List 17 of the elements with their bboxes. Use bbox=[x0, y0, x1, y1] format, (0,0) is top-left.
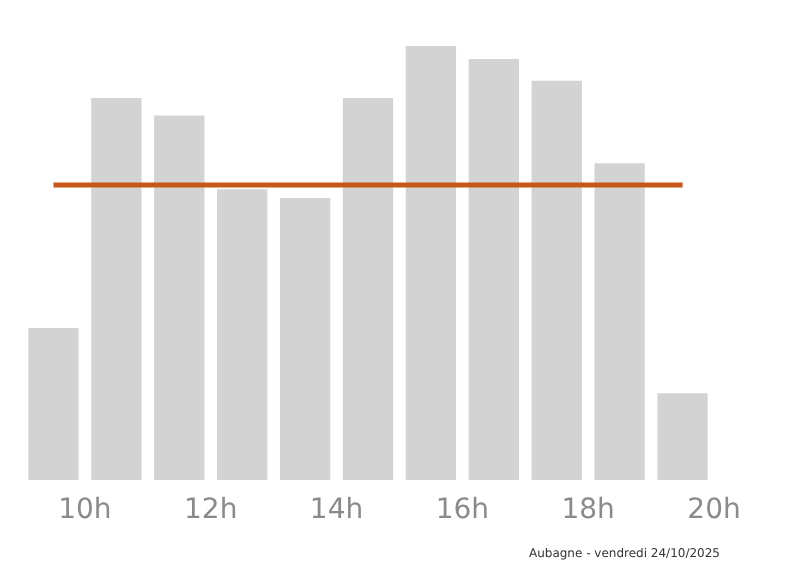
x-tick-label: 18h bbox=[561, 494, 615, 526]
x-tick-label: 16h bbox=[435, 494, 490, 526]
x-tick-label: 12h bbox=[184, 494, 238, 526]
bar bbox=[91, 98, 142, 480]
bar bbox=[154, 115, 205, 480]
bar bbox=[531, 80, 582, 480]
bar bbox=[405, 46, 457, 480]
x-tick-label: 14h bbox=[309, 494, 364, 526]
x-tick-label: 20h bbox=[687, 494, 741, 526]
bar bbox=[28, 328, 79, 480]
bar bbox=[468, 59, 519, 480]
bar bbox=[657, 393, 708, 480]
x-tick-label: 10h bbox=[58, 494, 112, 526]
bar bbox=[594, 163, 645, 480]
bar bbox=[279, 197, 331, 480]
bar bbox=[342, 98, 394, 480]
bar bbox=[217, 189, 268, 480]
